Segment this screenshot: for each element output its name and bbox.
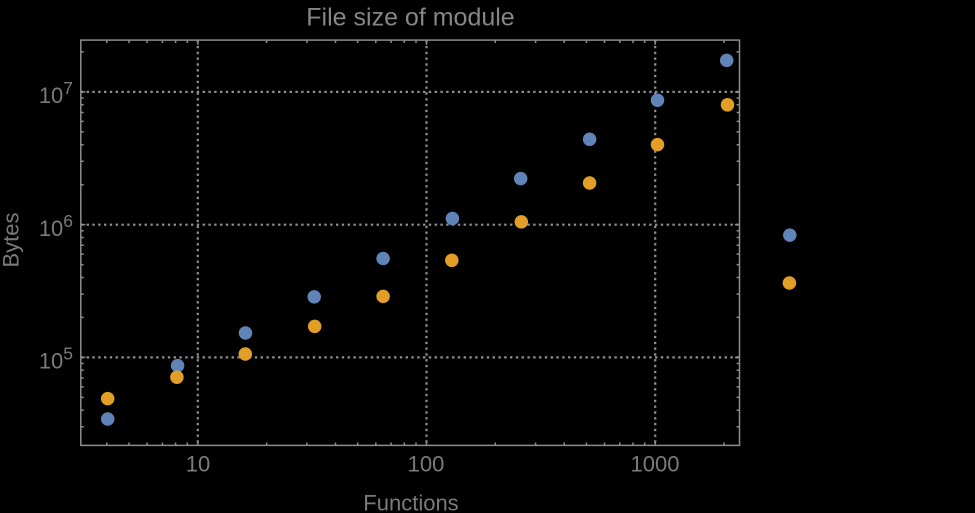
svg-text:5: 5 [63,344,73,364]
svg-text:10: 10 [39,216,63,241]
svg-text:6: 6 [63,211,73,231]
svg-text:100: 100 [408,451,445,476]
svg-text:1000: 1000 [631,451,680,476]
svg-text:Bytes: Bytes [0,212,24,267]
svg-text:10: 10 [186,451,210,476]
svg-text:10: 10 [39,83,63,108]
svg-text:File size of module: File size of module [306,4,514,32]
svg-text:10: 10 [39,349,63,374]
svg-text:Functions: Functions [363,491,458,513]
svg-text:7: 7 [63,78,73,98]
